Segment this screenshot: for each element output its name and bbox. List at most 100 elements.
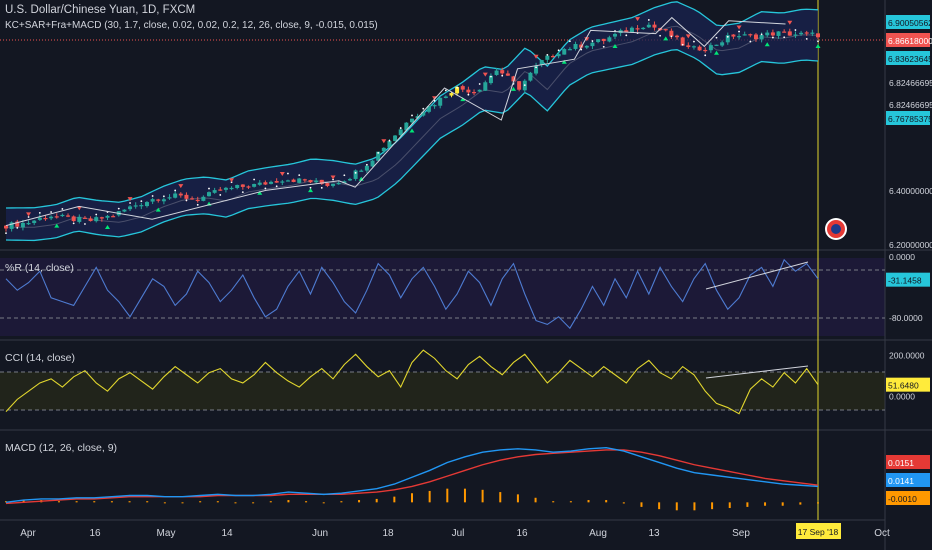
macd-histogram-bar (799, 502, 802, 505)
sar-dot (523, 84, 526, 87)
macd-value-badge: 0.0151 (888, 458, 914, 468)
candle-body (376, 151, 381, 161)
price-badge: 6.90050562 (888, 18, 932, 28)
candle-body (573, 43, 578, 49)
symbol-title: U.S. Dollar/Chinese Yuan, 1D, FXCM (5, 4, 196, 16)
candle-body (364, 165, 369, 171)
price-badge: 6.83623645 (888, 54, 932, 64)
wr-divergence-line (705, 261, 809, 290)
candle-body (4, 225, 8, 229)
macd-histogram-bar (658, 502, 661, 510)
candle-body (410, 118, 414, 123)
candle-body (314, 180, 319, 183)
macd-histogram-bar (287, 500, 290, 503)
wr-pane[interactable] (5, 258, 819, 330)
time-tick-label: 18 (382, 528, 394, 539)
candle-body (128, 206, 133, 210)
time-tick-label: Sep (732, 528, 750, 539)
candle-body (269, 181, 274, 184)
sar-dot (185, 199, 188, 202)
candle-body (545, 55, 550, 60)
candle-body (787, 31, 792, 36)
price-badge-bg (886, 15, 930, 29)
candle-body (472, 92, 477, 94)
sar-dot (693, 40, 695, 43)
fractal-down-marker (584, 37, 590, 42)
candle-body (88, 218, 93, 222)
candle-body (370, 160, 375, 167)
candle-body (285, 180, 290, 182)
macd-histogram-bar (605, 500, 608, 503)
candle-body (26, 223, 31, 225)
price-badge-bg (886, 111, 930, 125)
candle-body (663, 29, 668, 31)
candle-body (60, 214, 65, 217)
sar-dot (783, 36, 786, 39)
macd-histogram-bar (199, 501, 202, 503)
macd-histogram-bar (446, 488, 449, 503)
candle-body (223, 187, 228, 190)
candle-body (455, 87, 460, 94)
candle-body (782, 31, 787, 33)
wr-line (5, 258, 819, 330)
time-tick-label: 13 (648, 528, 660, 539)
fractal-down-marker (381, 139, 387, 144)
sar-dot (5, 232, 7, 234)
wr-tick-label: -80.0000 (889, 313, 923, 323)
sar-dot (388, 139, 391, 142)
keltner-upper-line (5, 1, 819, 209)
candle-body (477, 89, 482, 92)
fractal-up-marker (409, 128, 415, 133)
sar-dot (771, 36, 774, 39)
candle-body (816, 33, 820, 38)
candle-body (799, 32, 804, 35)
candle-body (652, 24, 657, 28)
sar-dot (760, 33, 763, 36)
cci-title[interactable]: CCI (14, close) (5, 352, 76, 364)
macd-pane[interactable] (5, 446, 819, 511)
macd-histogram-bar (693, 502, 696, 511)
wr-value-badge: -31.1458 (888, 276, 922, 286)
candle-body (488, 75, 493, 84)
sar-dot (365, 163, 368, 166)
sar-dot (343, 174, 346, 177)
price-pane[interactable] (4, 1, 821, 242)
cci-pane[interactable] (5, 349, 819, 415)
time-tick-label: 14 (221, 528, 233, 539)
sar-dot (275, 185, 278, 188)
sar-dot (38, 212, 41, 214)
candle-body (302, 179, 307, 181)
wr-title[interactable]: %R (14, close) (5, 262, 74, 274)
candle-body (291, 179, 296, 182)
price-badge-bg (886, 51, 930, 65)
candle-body (308, 180, 313, 183)
fractal-down-marker (482, 72, 488, 77)
macd-histogram-bar (499, 492, 502, 503)
candle-body (748, 34, 753, 36)
wr-tick-label: 0.0000 (889, 252, 915, 262)
candle-body (714, 44, 719, 46)
candle-body (646, 24, 651, 28)
candle-body (43, 218, 48, 220)
fractal-down-marker (330, 175, 336, 180)
sar-dot (805, 37, 808, 40)
cci-divergence-line (705, 365, 809, 379)
candle-body (195, 199, 200, 202)
macd-histogram-bar (22, 500, 25, 503)
candle-body (325, 183, 330, 186)
macd-title[interactable]: MACD (12, 26, close, 9) (5, 442, 118, 454)
main-indicator-label[interactable]: KC+SAR+Fra+MACD (30, 1.7, close, 0.02, 0… (5, 20, 378, 31)
candle-body (342, 181, 347, 184)
sar-dot (287, 172, 289, 175)
cci-tick-label: 0.0000 (889, 391, 915, 401)
candle-body (562, 49, 567, 55)
candle-body (505, 73, 510, 76)
sar-dot (72, 222, 75, 225)
macd-histogram-bar (216, 501, 219, 503)
candle-body (804, 32, 809, 34)
macd-histogram-bar (163, 502, 166, 504)
axis-labels: 6.90050562 6.86618000 6.83623645 6.82466695… (20, 15, 932, 539)
candle-body (32, 220, 37, 224)
macd-value-badge-bg (886, 491, 930, 505)
